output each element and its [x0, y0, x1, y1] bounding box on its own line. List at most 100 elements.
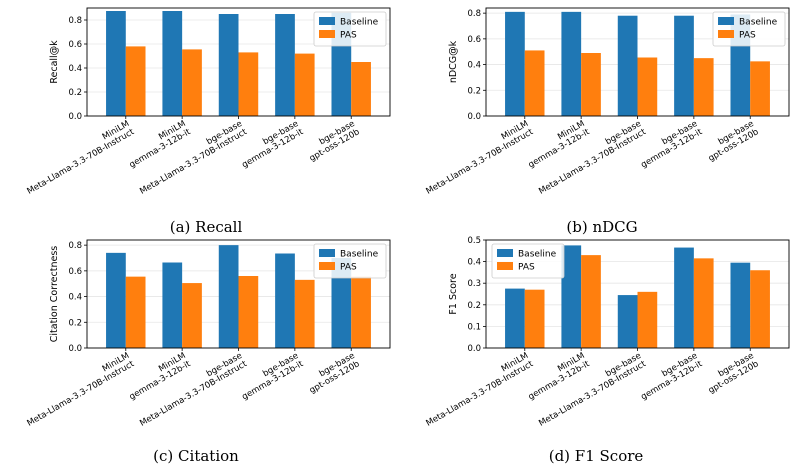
- pas-bar: [125, 46, 146, 116]
- y-tick-label: 0.2: [467, 86, 481, 96]
- y-axis-label: nDCG@k: [448, 40, 459, 83]
- x-tick-label: bge-basegpt-oss-120b: [303, 119, 361, 164]
- y-tick-label: 0.0: [68, 344, 82, 354]
- legend-label-pas: PAS: [518, 263, 535, 273]
- baseline-bar: [505, 11, 525, 117]
- x-tick-line2: Meta-Llama-3.3-70B-Instruct: [138, 359, 249, 429]
- legend-swatch-baseline: [497, 249, 513, 257]
- pas-bar: [524, 50, 545, 116]
- y-tick-label: 0.0: [68, 112, 82, 122]
- pas-bar: [182, 49, 202, 116]
- pas-bar: [637, 57, 658, 116]
- baseline-bar: [275, 253, 295, 348]
- pas-bar: [581, 53, 601, 116]
- y-tick-label: 0.2: [467, 301, 481, 311]
- x-tick-line2: Meta-Llama-3.3-70B-Instruct: [25, 127, 136, 197]
- legend-swatch-baseline: [718, 17, 734, 25]
- legend-swatch-pas: [497, 262, 513, 270]
- y-tick-label: 0.6: [467, 35, 481, 45]
- x-tick-label: MiniLMMeta-Llama-3.3-70B-Instruct: [420, 119, 536, 197]
- x-tick-line2: Meta-Llama-3.3-70B-Instruct: [537, 359, 648, 429]
- y-tick-label: 0.6: [68, 40, 82, 50]
- legend: Baseline PAS: [313, 11, 387, 47]
- pas-bar: [693, 58, 714, 116]
- baseline-bar: [505, 288, 525, 348]
- chart-panel-3: 0.0 0.2 0.4 0.6 0.8 MiniLMMeta-Llama-3.3-70B-…: [21, 239, 391, 465]
- axes-frame: [86, 7, 391, 117]
- baseline-bar: [106, 11, 126, 116]
- pas-bar: [238, 52, 259, 116]
- pas-bar: [750, 61, 770, 116]
- pas-bar: [637, 291, 658, 348]
- baseline-bar: [617, 15, 638, 116]
- y-tick-label: 0.0: [467, 344, 481, 354]
- baseline-bar: [674, 247, 694, 348]
- x-tick-line2: Meta-Llama-3.3-70B-Instruct: [537, 127, 648, 197]
- legend-label-pas: PAS: [340, 263, 357, 273]
- x-tick-label: MiniLMMeta-Llama-3.3-70B-Instruct: [420, 351, 536, 429]
- y-tick-label: 0.4: [68, 64, 82, 74]
- x-tick-line2: Meta-Llama-3.3-70B-Instruct: [424, 359, 535, 429]
- baseline-bar: [331, 258, 352, 348]
- pas-bar: [351, 276, 371, 348]
- y-tick-label: 0.2: [68, 318, 82, 328]
- pas-bar: [524, 289, 545, 348]
- pas-bar: [182, 283, 202, 348]
- legend-label-pas: PAS: [340, 31, 357, 41]
- legend-label-baseline: Baseline: [739, 18, 778, 28]
- chart-panel-4: 0.0 0.1 0.2 0.3 0.4 0.5 MiniLMMeta-Llama-3.3-7…: [420, 236, 790, 465]
- legend-swatch-pas: [718, 30, 734, 38]
- pas-bar: [294, 53, 315, 116]
- x-tick-label: bge-basegpt-oss-120b: [303, 351, 361, 396]
- legend-swatch-pas: [319, 30, 335, 38]
- x-tick-label: bge-basegemma-3-12b-it: [236, 119, 306, 171]
- legend: Baseline PAS: [313, 243, 387, 279]
- x-tick-line2: Meta-Llama-3.3-70B-Instruct: [25, 359, 136, 429]
- y-tick-label: 0.5: [467, 236, 481, 246]
- x-tick-label: MiniLMMeta-Llama-3.3-70B-Instruct: [21, 119, 137, 197]
- y-tick-label: 0.8: [68, 16, 82, 26]
- y-axis-label: Recall@k: [49, 40, 60, 84]
- axes-frame: [485, 7, 790, 117]
- pas-bar: [294, 279, 315, 348]
- x-tick-label: bge-basegpt-oss-120b: [702, 351, 760, 396]
- y-tick-label: 0.1: [467, 322, 481, 332]
- x-tick-label: bge-basegemma-3-12b-it: [236, 351, 306, 403]
- legend-swatch-pas: [319, 262, 335, 270]
- pas-bar: [238, 276, 259, 348]
- x-tick-label: bge-basegemma-3-12b-it: [635, 351, 705, 403]
- baseline-bar: [162, 11, 183, 116]
- baseline-bar: [561, 245, 582, 348]
- pas-bar: [693, 258, 714, 348]
- baseline-bar: [617, 295, 638, 348]
- baseline-bar: [218, 14, 239, 116]
- legend-swatch-baseline: [319, 17, 335, 25]
- y-tick-label: 0.8: [467, 9, 481, 19]
- y-tick-label: 0.4: [467, 61, 481, 71]
- y-tick-label: 0.0: [467, 112, 481, 122]
- pas-bar: [125, 276, 146, 348]
- baseline-bar: [162, 262, 183, 348]
- legend-swatch-baseline: [319, 249, 335, 257]
- y-tick-label: 0.8: [68, 241, 82, 251]
- axes-frame: [86, 239, 391, 349]
- baseline-bar: [674, 15, 694, 116]
- legend-label-baseline: Baseline: [340, 250, 379, 260]
- legend: Baseline PAS: [712, 11, 786, 47]
- panel-caption: (c) Citation: [153, 447, 239, 465]
- x-tick-line2: Meta-Llama-3.3-70B-Instruct: [424, 127, 535, 197]
- y-tick-label: 0.4: [68, 293, 82, 303]
- chart-panel-2: 0.0 0.2 0.4 0.6 0.8 MiniLMMeta-Llama-3.3-70B-…: [420, 7, 790, 236]
- legend-label-baseline: Baseline: [518, 250, 557, 260]
- panel-caption: (b) nDCG: [566, 218, 637, 236]
- legend: Baseline PAS: [491, 243, 565, 279]
- baseline-bar: [275, 14, 295, 116]
- baseline-bar: [730, 262, 751, 348]
- x-tick-label: MiniLMMeta-Llama-3.3-70B-Instruct: [21, 351, 137, 429]
- legend-label-pas: PAS: [739, 31, 756, 41]
- legend-label-baseline: Baseline: [340, 18, 379, 28]
- pas-bar: [750, 270, 770, 348]
- pas-bar: [351, 62, 371, 116]
- chart-panel-1: 0.0 0.2 0.4 0.6 0.8 MiniLMMeta-Llama-3.3-70B-…: [21, 7, 391, 236]
